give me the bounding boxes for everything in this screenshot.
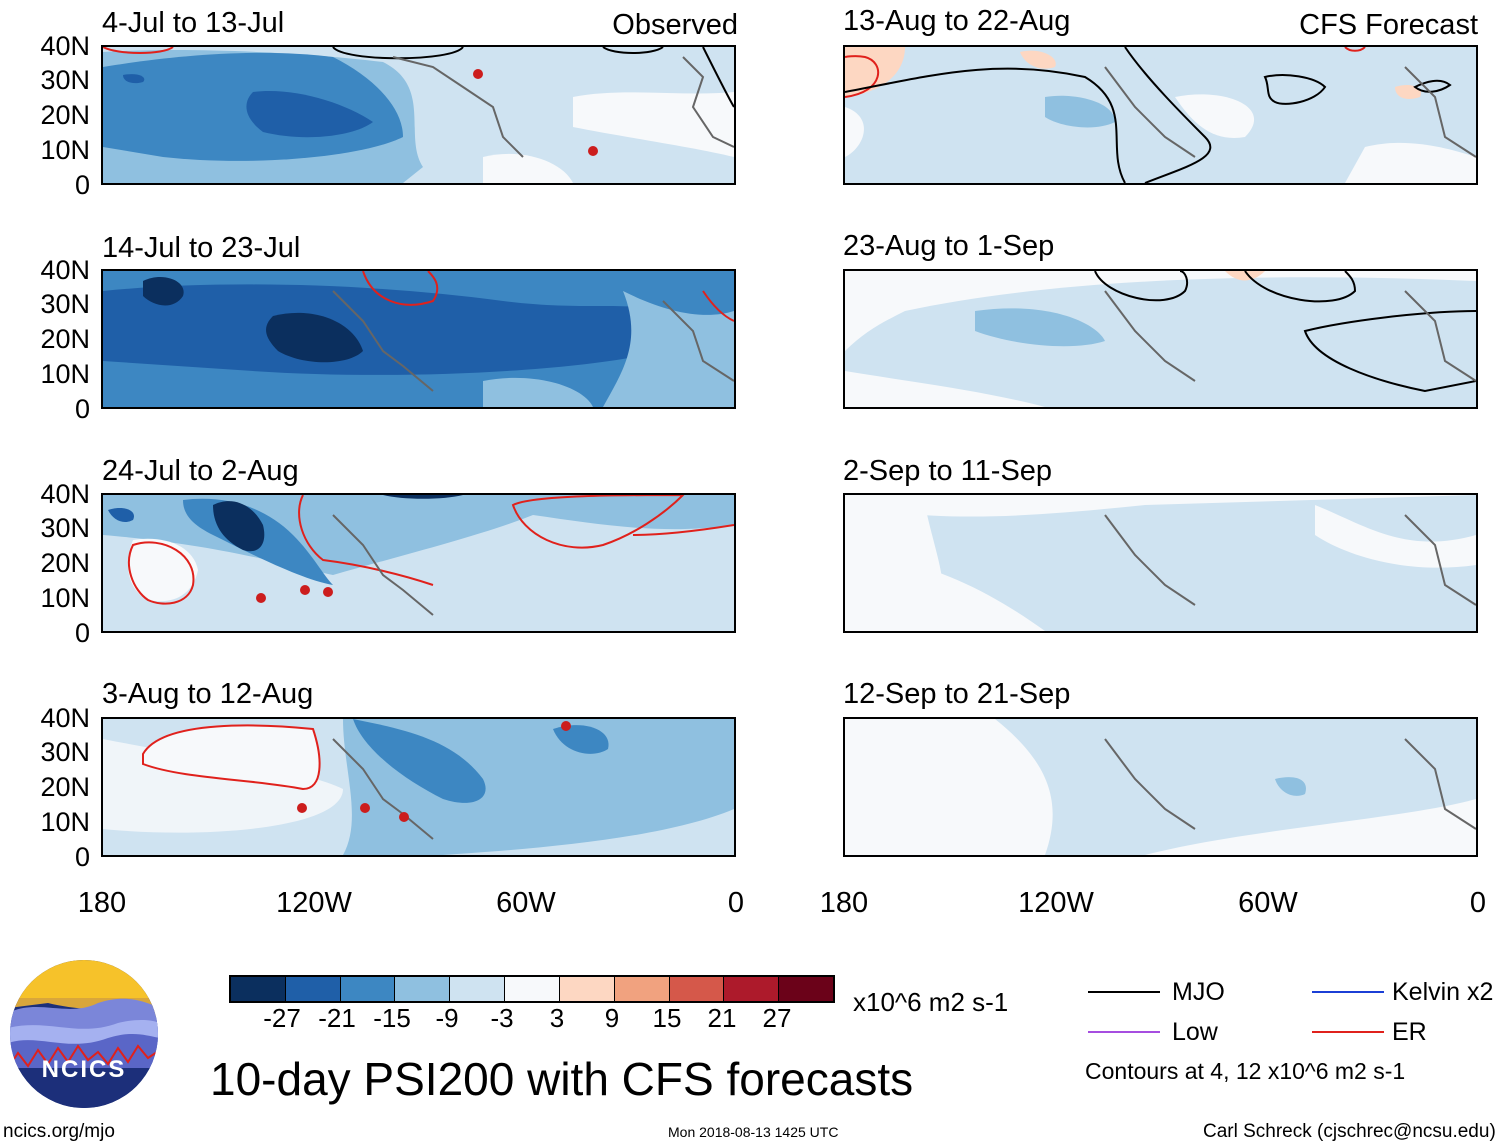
panel-title-forecast-4: 12-Sep to 21-Sep — [843, 678, 1071, 710]
footer-credit: Carl Schreck (cjschrec@ncsu.edu) — [1203, 1121, 1496, 1142]
colorbar-label: -21 — [318, 1003, 356, 1033]
map-forecast-1[interactable] — [843, 45, 1478, 185]
x-tick: 180 — [77, 887, 127, 919]
legend-label-er: ER — [1392, 1018, 1427, 1046]
legend-label-low: Low — [1172, 1018, 1218, 1046]
legend-line-er — [1312, 1031, 1384, 1033]
y-tick: 40N — [40, 479, 90, 509]
legend-label-mjo: MJO — [1172, 978, 1225, 1006]
storm-icon[interactable] — [473, 69, 483, 79]
y-tick: 0 — [74, 842, 90, 872]
colorbar-label: 15 — [652, 1003, 682, 1033]
legend-line-kelvin — [1312, 991, 1384, 993]
forecast-tag: CFS Forecast — [1299, 9, 1478, 41]
map-observed-4[interactable] — [101, 717, 736, 857]
storm-icon[interactable] — [561, 721, 571, 731]
colorbar-label: -9 — [435, 1003, 459, 1033]
panel-title-forecast-1: 13-Aug to 22-Aug — [843, 5, 1071, 37]
main-title: 10-day PSI200 with CFS forecasts — [210, 1053, 914, 1105]
colorbar-label: 3 — [549, 1003, 565, 1033]
y-tick: 0 — [74, 394, 90, 424]
panel-title-forecast-2: 23-Aug to 1-Sep — [843, 230, 1055, 262]
x-tick: 60W — [496, 887, 556, 919]
map-forecast-3[interactable] — [843, 493, 1478, 633]
colorbar-label: 21 — [707, 1003, 737, 1033]
footer-timestamp: Mon 2018-08-13 1425 UTC — [668, 1124, 839, 1140]
y-tick: 30N — [40, 289, 90, 319]
colorbar-swatch — [613, 977, 669, 1001]
map-forecast-2[interactable] — [843, 269, 1478, 409]
map-observed-3[interactable] — [101, 493, 736, 633]
x-tick: 180 — [819, 887, 869, 919]
storm-icon[interactable] — [360, 803, 370, 813]
x-tick: 120W — [276, 887, 352, 919]
map-observed-2[interactable] — [101, 269, 736, 409]
y-tick: 30N — [40, 65, 90, 95]
observed-tag: Observed — [612, 9, 738, 41]
logo-text: NCICS — [41, 1056, 127, 1083]
colorbar-label: 9 — [604, 1003, 620, 1033]
x-tick: 0 — [1469, 887, 1487, 919]
legend-line-mjo — [1088, 991, 1160, 993]
y-tick: 40N — [40, 31, 90, 61]
panel-title-observed-1: 4-Jul to 13-Jul — [102, 7, 285, 39]
colorbar-swatch — [449, 977, 505, 1001]
panel-title-observed-2: 14-Jul to 23-Jul — [102, 232, 301, 264]
colorbar-swatch — [284, 977, 340, 1001]
y-tick: 10N — [40, 135, 90, 165]
colorbar-swatch — [394, 977, 450, 1001]
contour-note: Contours at 4, 12 x10^6 m2 s-1 — [1085, 1058, 1406, 1084]
x-tick: 60W — [1238, 887, 1298, 919]
colorbar-swatch — [723, 977, 779, 1001]
x-tick: 0 — [727, 887, 745, 919]
colorbar-swatch — [339, 977, 395, 1001]
footer-url[interactable]: ncics.org/mjo — [3, 1121, 115, 1142]
legend-label-kelvin: Kelvin x2 — [1392, 978, 1494, 1006]
panel-title-forecast-3: 2-Sep to 11-Sep — [843, 455, 1053, 487]
colorbar-swatch — [231, 977, 285, 1001]
storm-icon[interactable] — [323, 587, 333, 597]
y-tick: 10N — [40, 807, 90, 837]
y-tick: 30N — [40, 737, 90, 767]
storm-icon[interactable] — [300, 585, 310, 595]
map-observed-1[interactable] — [101, 45, 736, 185]
panel-title-observed-4: 3-Aug to 12-Aug — [102, 678, 314, 710]
y-tick: 40N — [40, 255, 90, 285]
colorbar-swatch — [558, 977, 614, 1001]
colorbar-label: -3 — [490, 1003, 514, 1033]
y-tick: 40N — [40, 703, 90, 733]
ncics-logo[interactable]: NCICS — [8, 958, 160, 1110]
storm-icon[interactable] — [588, 146, 598, 156]
storm-icon[interactable] — [297, 803, 307, 813]
colorbar — [229, 975, 835, 1003]
colorbar-swatch — [668, 977, 724, 1001]
y-tick: 0 — [74, 170, 90, 200]
y-tick: 0 — [74, 618, 90, 648]
y-tick: 30N — [40, 513, 90, 543]
x-tick: 120W — [1018, 887, 1094, 919]
colorbar-units: x10^6 m2 s-1 — [853, 987, 1009, 1017]
colorbar-label: -15 — [373, 1003, 411, 1033]
panel-title-observed-3: 24-Jul to 2-Aug — [102, 455, 299, 487]
y-tick: 20N — [40, 100, 90, 130]
storm-icon[interactable] — [399, 812, 409, 822]
y-tick: 20N — [40, 324, 90, 354]
colorbar-swatch — [778, 977, 833, 1001]
y-tick: 20N — [40, 548, 90, 578]
map-forecast-4[interactable] — [843, 717, 1478, 857]
y-tick: 10N — [40, 583, 90, 613]
y-tick: 20N — [40, 772, 90, 802]
storm-icon[interactable] — [256, 593, 266, 603]
legend-line-low — [1088, 1031, 1160, 1033]
colorbar-swatch — [504, 977, 559, 1001]
colorbar-label: 27 — [762, 1003, 792, 1033]
y-tick: 10N — [40, 359, 90, 389]
colorbar-label: -27 — [263, 1003, 301, 1033]
